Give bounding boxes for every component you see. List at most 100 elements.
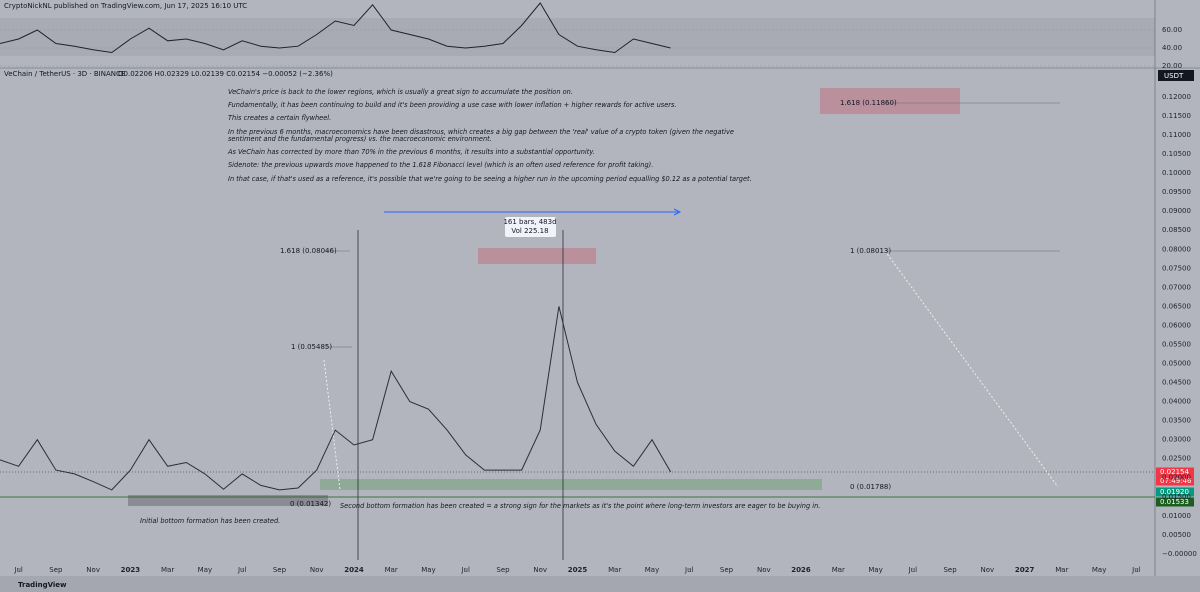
x-tick-label: Jul xyxy=(908,566,918,574)
x-tick-label: 2026 xyxy=(791,566,811,574)
x-tick-label: Jul xyxy=(1131,566,1141,574)
measure-volume: Vol 225.18 xyxy=(511,227,548,235)
y-tick-label: 0.05500 xyxy=(1162,340,1191,348)
footer-logo: TradingView xyxy=(18,581,67,589)
y-tick-label: 0.07500 xyxy=(1162,264,1191,272)
peak-zone xyxy=(478,248,596,264)
ohlc: O0.02206 H0.02329 L0.02139 C0.02154 −0.0… xyxy=(118,70,333,78)
footer-bar xyxy=(0,576,1200,592)
y-tick-label: −0.00000 xyxy=(1162,550,1197,558)
x-tick-label: May xyxy=(1092,566,1106,574)
price-label: 0.01533 xyxy=(1160,498,1189,506)
target-zone xyxy=(820,88,960,114)
x-tick-label: Jul xyxy=(13,566,23,574)
price-line xyxy=(0,2,671,54)
x-tick-label: May xyxy=(421,566,435,574)
y-tick-label: 0.04500 xyxy=(1162,379,1191,387)
currency: USDT xyxy=(1164,72,1184,80)
fib-connector xyxy=(884,250,1059,488)
y-tick-label: 0.12000 xyxy=(1162,93,1191,101)
y-tick-label: 0.09000 xyxy=(1162,207,1191,215)
bottom-zone xyxy=(128,495,328,506)
fib-label: 0 (0.01788) xyxy=(850,483,891,491)
fib-label: 1 (0.05485) xyxy=(291,343,332,351)
currency-box xyxy=(1158,70,1194,81)
x-tick-label: Nov xyxy=(533,566,547,574)
x-tick-label: Sep xyxy=(720,566,734,574)
y-tick-label: 0.09500 xyxy=(1162,188,1191,196)
note-line: Sidenote: the previous upwards move happ… xyxy=(228,161,653,169)
y-tick-label: 0.01500 xyxy=(1162,493,1191,501)
y-tick-label: 20.00 xyxy=(1162,62,1182,70)
x-tick-label: Jul xyxy=(684,566,694,574)
callout: Initial bottom formation has been create… xyxy=(140,517,280,525)
x-tick-label: Sep xyxy=(496,566,510,574)
price-label-box xyxy=(1156,487,1194,497)
x-tick-label: May xyxy=(645,566,659,574)
y-tick-label: 0.06000 xyxy=(1162,321,1191,329)
note-line: As VeChain has corrected by more than 70… xyxy=(227,148,595,156)
x-tick-label: Nov xyxy=(981,566,995,574)
price-label-box xyxy=(1156,467,1194,477)
y-tick-label: 0.05000 xyxy=(1162,360,1191,368)
fib-label: 1.618 (0.08046) xyxy=(280,247,337,255)
note-line: VeChain's price is back to the lower reg… xyxy=(228,88,573,96)
y-tick-label: 0.08000 xyxy=(1162,245,1191,253)
y-tick-label: 0.07000 xyxy=(1162,283,1191,291)
symbol: VeChain / TetherUS · 3D · BINANCE xyxy=(4,70,125,78)
y-tick-label: 0.00500 xyxy=(1162,531,1191,539)
rsi-band xyxy=(0,18,1155,56)
y-tick-label: 0.04000 xyxy=(1162,398,1191,406)
fib-connector xyxy=(323,359,341,491)
y-tick-label: 0.11500 xyxy=(1162,112,1191,120)
bottom-zone xyxy=(320,479,822,490)
x-tick-label: Mar xyxy=(385,566,398,574)
y-tick-label: 0.01000 xyxy=(1162,512,1191,520)
note-line: sentiment and the fundamental progress) … xyxy=(228,135,492,143)
x-tick-label: May xyxy=(868,566,882,574)
x-tick-label: Nov xyxy=(310,566,324,574)
y-tick-label: 0.11000 xyxy=(1162,131,1191,139)
range-arrow-head xyxy=(673,208,682,216)
x-tick-label: Jul xyxy=(237,566,247,574)
y-tick-label: 0.02000 xyxy=(1162,474,1191,482)
fib-label: 0 (0.01342) xyxy=(290,500,331,508)
y-tick-label: 0.08500 xyxy=(1162,226,1191,234)
note-line: In the previous 6 months, macroeconomics… xyxy=(228,128,734,136)
x-tick-label: Mar xyxy=(832,566,845,574)
note-line: This creates a certain flywheel. xyxy=(228,114,331,122)
measure-box xyxy=(505,217,556,237)
measure-bars: 161 bars, 483d xyxy=(503,218,556,226)
price-label: 07:49:46 xyxy=(1160,477,1192,485)
y-tick-label: 0.03000 xyxy=(1162,436,1191,444)
x-tick-label: 2023 xyxy=(121,566,141,574)
x-tick-label: 2027 xyxy=(1015,566,1035,574)
publisher: CryptoNickNL published on TradingView.co… xyxy=(4,2,247,10)
x-tick-label: Sep xyxy=(273,566,287,574)
y-tick-label: 0.02500 xyxy=(1162,455,1191,463)
y-tick-label: 0.03500 xyxy=(1162,417,1191,425)
price-label-box xyxy=(1156,497,1194,507)
x-tick-label: Jul xyxy=(460,566,470,574)
price-label: 0.01920 xyxy=(1160,488,1189,496)
note-line: In that case, if that's used as a refere… xyxy=(228,175,752,183)
fib-label: 1.618 (0.11860) xyxy=(840,99,897,107)
x-tick-label: Nov xyxy=(757,566,771,574)
note-line: Fundamentally, it has been continuing to… xyxy=(228,101,677,109)
x-tick-label: Sep xyxy=(943,566,957,574)
y-tick-label: 60.00 xyxy=(1162,26,1182,34)
x-tick-label: Sep xyxy=(49,566,63,574)
price-label-box xyxy=(1156,476,1194,486)
y-tick-label: 0.10500 xyxy=(1162,150,1191,158)
price-label: 0.02154 xyxy=(1160,468,1189,476)
x-tick-label: 2024 xyxy=(344,566,364,574)
x-tick-label: Mar xyxy=(608,566,621,574)
x-tick-label: May xyxy=(198,566,212,574)
x-tick-label: 2025 xyxy=(568,566,588,574)
x-tick-label: Mar xyxy=(161,566,174,574)
price-line xyxy=(0,306,672,491)
y-tick-label: 40.00 xyxy=(1162,44,1182,52)
